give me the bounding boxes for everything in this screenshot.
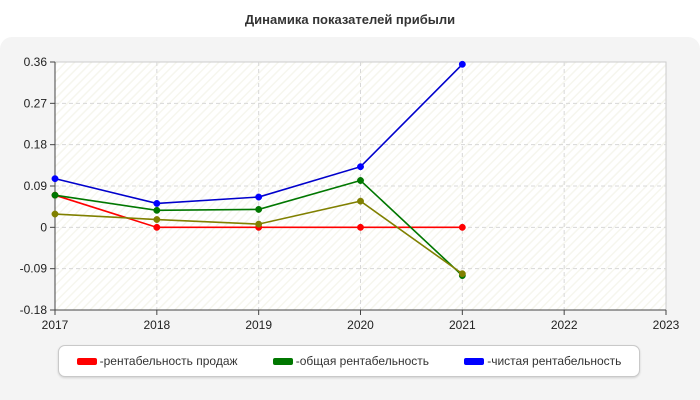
series-2-point [357,163,364,171]
x-tick-label: 2018 [143,318,170,332]
x-tick-label: 2017 [42,318,69,332]
x-tick-label: 2023 [653,318,680,332]
series-0-point [357,223,364,231]
series-0-point [153,223,161,231]
y-tick-label: 0 [40,220,47,234]
y-tick-label: -0.18 [20,303,48,317]
series-3-point [51,210,59,218]
series-0-point [458,223,466,231]
legend-swatch-net-margin [464,357,485,365]
legend-item-sales-margin: - рентабельность продаж [76,354,238,368]
series-3-point [255,220,263,228]
legend-dash: - [295,354,300,368]
x-tick-label: 2020 [347,318,374,332]
series-1-point [153,206,161,214]
legend-item-total-margin: - общая рентабельность [272,354,430,368]
legend-label-sales-margin: рентабельность продаж [103,354,238,368]
series-1-point [255,205,263,213]
y-tick-label: 0.27 [24,96,48,110]
legend-swatch-total-margin [272,357,293,365]
x-tick-label: 2019 [245,318,272,332]
series-2-point [255,193,263,201]
legend-dash: - [487,354,492,368]
chart-title: Динамика показателей прибыли [244,12,456,27]
series-lines [51,60,466,280]
legend-label-net-margin: чистая рентабельность [491,354,622,368]
legend-dash: - [99,354,104,368]
legend-swatch-sales-margin [76,357,97,365]
series-1-point [357,177,364,184]
series-3-point [458,270,466,278]
series-3-point [153,216,161,223]
legend-label-total-margin: общая рентабельность [299,354,430,368]
x-tick-label: 2022 [551,318,578,332]
series-2-point [153,200,161,207]
y-tick-label: -0.09 [20,262,48,276]
legend-item-net-margin: - чистая рентабельность [464,354,621,368]
legend: - рентабельность продаж - общая рентабел… [58,345,640,377]
y-tick-label: 0.36 [24,55,48,69]
series-3-point [357,197,364,205]
series-2-point [51,175,59,183]
series-2-point [458,60,466,68]
y-tick-label: 0.18 [24,138,48,152]
y-tick-label: 0.09 [24,179,48,193]
series-1-point [51,191,59,199]
x-tick-label: 2021 [449,318,476,332]
